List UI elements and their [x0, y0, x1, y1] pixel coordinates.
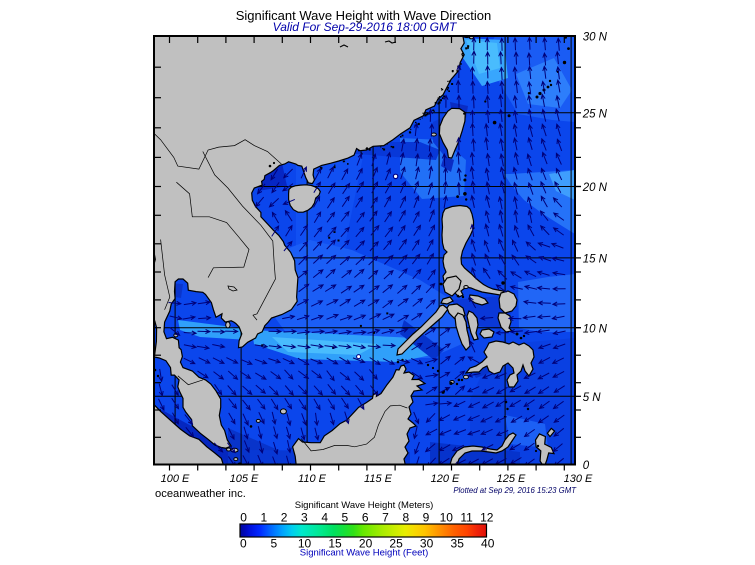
- svg-text:oceanweather inc.: oceanweather inc.: [155, 488, 246, 500]
- svg-text:120 E: 120 E: [431, 473, 460, 485]
- svg-text:110 E: 110 E: [298, 473, 327, 485]
- svg-text:15: 15: [328, 537, 342, 551]
- svg-text:Plotted at Sep 29, 2016 15:23: Plotted at Sep 29, 2016 15:23 GMT: [453, 486, 577, 495]
- svg-text:20: 20: [359, 537, 373, 551]
- svg-text:25 N: 25 N: [582, 108, 608, 120]
- svg-text:35: 35: [451, 537, 465, 551]
- svg-text:0: 0: [240, 511, 247, 525]
- svg-text:10 N: 10 N: [583, 323, 608, 335]
- svg-text:1: 1: [261, 511, 268, 525]
- svg-text:Significant Wave Height (Feet): Significant Wave Height (Feet): [300, 547, 428, 558]
- svg-text:20 N: 20 N: [582, 182, 608, 194]
- svg-text:15 N: 15 N: [583, 254, 608, 266]
- svg-text:5 N: 5 N: [583, 392, 602, 404]
- svg-text:5: 5: [342, 511, 349, 525]
- svg-text:115 E: 115 E: [364, 473, 393, 485]
- svg-text:30 N: 30 N: [583, 32, 608, 44]
- svg-text:4: 4: [321, 511, 328, 525]
- svg-text:10: 10: [298, 537, 312, 551]
- svg-text:Significant Wave Height with W: Significant Wave Height with Wave Direct…: [236, 8, 492, 23]
- svg-text:7: 7: [382, 511, 389, 525]
- svg-text:6: 6: [362, 511, 369, 525]
- svg-text:0: 0: [583, 460, 590, 472]
- svg-text:0: 0: [240, 537, 247, 551]
- svg-text:105 E: 105 E: [230, 473, 259, 485]
- svg-text:12: 12: [480, 511, 494, 525]
- svg-text:Valid For Sep-29-2016 18:00 GM: Valid For Sep-29-2016 18:00 GMT: [273, 20, 458, 34]
- svg-text:11: 11: [460, 511, 473, 525]
- svg-text:Significant Wave Height (Meter: Significant Wave Height (Meters): [295, 500, 434, 511]
- svg-text:40: 40: [481, 537, 495, 551]
- svg-text:100 E: 100 E: [161, 473, 190, 485]
- svg-text:25: 25: [389, 537, 403, 551]
- svg-text:10: 10: [440, 511, 454, 525]
- svg-text:3: 3: [301, 511, 308, 525]
- svg-text:130 E: 130 E: [564, 473, 593, 485]
- svg-text:5: 5: [271, 537, 278, 551]
- svg-text:30: 30: [420, 537, 434, 551]
- svg-text:125 E: 125 E: [497, 473, 526, 485]
- svg-text:8: 8: [402, 511, 409, 525]
- svg-text:9: 9: [423, 511, 430, 525]
- svg-text:2: 2: [281, 511, 288, 525]
